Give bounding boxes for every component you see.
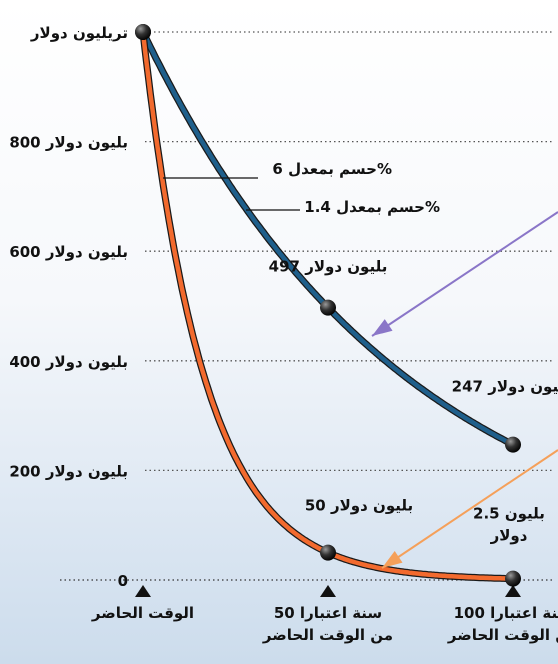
data-label: 497 بليون دولار: [269, 258, 388, 276]
pointer-arrow-line: [381, 449, 558, 569]
x-tick-label: 50 سنة اعتبارا: [274, 604, 382, 622]
data-label: 247 بليون دولار: [452, 378, 558, 396]
series-name-label: حسم بمعدل 6%: [272, 160, 392, 178]
data-point: [320, 299, 336, 316]
y-tick-label: 600 بليون دولار: [9, 243, 128, 261]
x-tick-label: 100 سنة اعتبارا: [454, 604, 558, 622]
x-tick-marker: [505, 585, 521, 597]
x-tick-label: من الوقت الحاضر: [262, 626, 393, 644]
data-point: [505, 436, 521, 453]
data-point: [135, 24, 151, 40]
y-tick-label: 800 بليون دولار: [9, 134, 128, 152]
x-tick-marker: [135, 585, 151, 597]
data-label: 2.5 بليون: [473, 505, 545, 523]
x-tick-marker: [320, 585, 336, 597]
pointer-arrow-head: [382, 551, 403, 568]
y-tick-label: 0: [118, 572, 128, 590]
y-tick-label: تريليون دولار: [30, 24, 128, 42]
series-name-label: حسم بمعدل 1.4%: [304, 198, 440, 216]
y-tick-label: 200 بليون دولار: [9, 462, 128, 480]
y-tick-label: 400 بليون دولار: [9, 353, 128, 371]
data-point: [505, 570, 521, 587]
data-point: [320, 544, 336, 561]
data-label: 50 بليون دولار: [305, 497, 413, 515]
pointer-arrow-head: [372, 319, 393, 336]
x-tick-label: من الوقت الحاضر: [447, 626, 558, 644]
pointer-arrow-line: [371, 211, 558, 337]
x-tick-label: الوقت الحاضر: [91, 604, 194, 622]
data-label: دولار: [490, 527, 528, 545]
